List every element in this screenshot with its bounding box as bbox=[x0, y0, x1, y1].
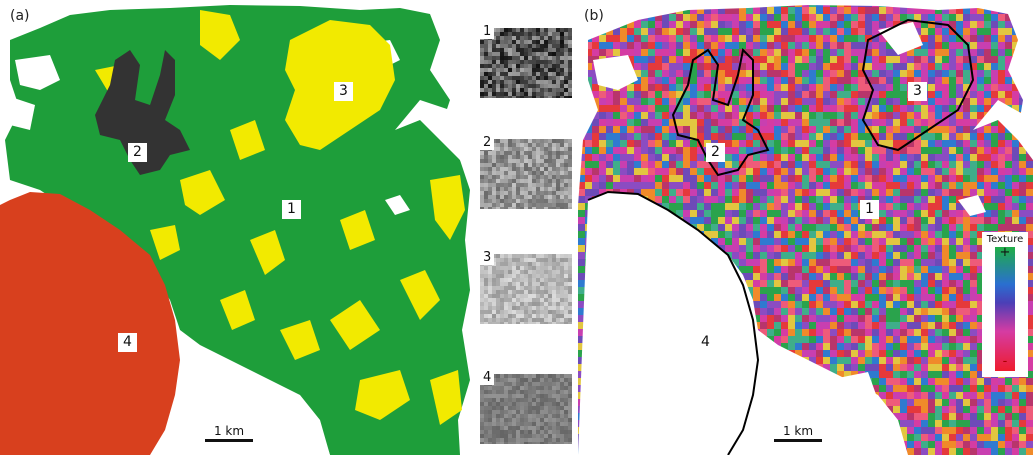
thumb-4-label: 4 bbox=[480, 370, 495, 385]
thumb-3-image bbox=[480, 254, 572, 324]
region-2-label: 2 bbox=[706, 143, 725, 162]
legend-high-label: + bbox=[999, 245, 1011, 260]
scale-bar-a: 1 km bbox=[205, 424, 253, 442]
map-panel-b: (b) 1 2 3 4 1 km Texture + - bbox=[578, 0, 1033, 455]
scale-bar-line bbox=[205, 439, 253, 442]
region-4-area bbox=[0, 192, 180, 455]
region-4-label: 4 bbox=[118, 333, 137, 352]
region-2-label: 2 bbox=[128, 143, 147, 162]
thumb-1-label: 1 bbox=[480, 24, 495, 39]
panel-b-label: (b) bbox=[584, 8, 604, 24]
thumb-2-label: 2 bbox=[480, 135, 495, 150]
texture-thumbnails: 1 2 3 4 bbox=[470, 0, 578, 455]
region-1-label: 1 bbox=[860, 200, 879, 219]
region-1-label: 1 bbox=[282, 200, 301, 219]
texture-legend: Texture + - bbox=[982, 232, 1028, 377]
scale-bar-b: 1 km bbox=[774, 424, 822, 442]
legend-title: Texture bbox=[986, 234, 1024, 245]
region-3-label: 3 bbox=[908, 82, 927, 101]
texture-map bbox=[578, 5, 1033, 455]
map-panel-a: (a) 1 2 3 4 1 km bbox=[0, 0, 470, 455]
classification-map bbox=[0, 5, 470, 455]
panel-a-label: (a) bbox=[10, 8, 30, 24]
thumb-3-label: 3 bbox=[480, 250, 495, 265]
region-2-area bbox=[95, 50, 190, 175]
thumb-4-image bbox=[480, 374, 572, 444]
legend-color-ramp: + - bbox=[995, 245, 1015, 371]
region-4-label: 4 bbox=[696, 333, 715, 352]
thumb-2-image bbox=[480, 139, 572, 209]
scale-bar-text: 1 km bbox=[213, 424, 245, 438]
thumb-1-image bbox=[480, 28, 572, 98]
scale-bar-text: 1 km bbox=[782, 424, 814, 438]
scale-bar-line bbox=[774, 439, 822, 442]
legend-low-label: - bbox=[1002, 354, 1008, 369]
region-3-label: 3 bbox=[334, 82, 353, 101]
